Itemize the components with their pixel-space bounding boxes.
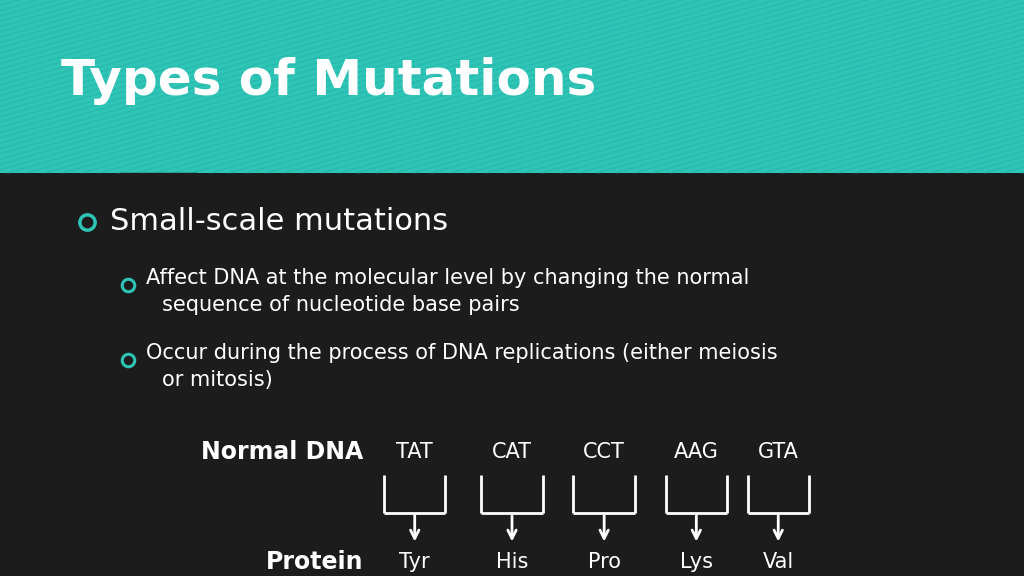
Text: CCT: CCT	[584, 442, 625, 462]
Text: sequence of nucleotide base pairs: sequence of nucleotide base pairs	[162, 295, 519, 315]
Text: Pro: Pro	[588, 552, 621, 571]
Text: Affect DNA at the molecular level by changing the normal: Affect DNA at the molecular level by cha…	[146, 268, 750, 287]
Text: or mitosis): or mitosis)	[162, 370, 272, 390]
Text: AAG: AAG	[674, 442, 719, 462]
Text: Occur during the process of DNA replications (either meiosis: Occur during the process of DNA replicat…	[146, 343, 778, 362]
Text: TAT: TAT	[396, 442, 433, 462]
Text: Types of Mutations: Types of Mutations	[61, 56, 597, 105]
Text: His: His	[496, 552, 528, 571]
Polygon shape	[121, 173, 197, 213]
Bar	[0, 0, 1024, 173]
Text: Small-scale mutations: Small-scale mutations	[110, 207, 447, 236]
Text: Val: Val	[763, 552, 794, 571]
Text: Protein: Protein	[266, 550, 364, 574]
Text: GTA: GTA	[758, 442, 799, 462]
Text: Normal DNA: Normal DNA	[202, 440, 364, 464]
Text: Tyr: Tyr	[399, 552, 430, 571]
Text: Lys: Lys	[680, 552, 713, 571]
Text: CAT: CAT	[492, 442, 532, 462]
